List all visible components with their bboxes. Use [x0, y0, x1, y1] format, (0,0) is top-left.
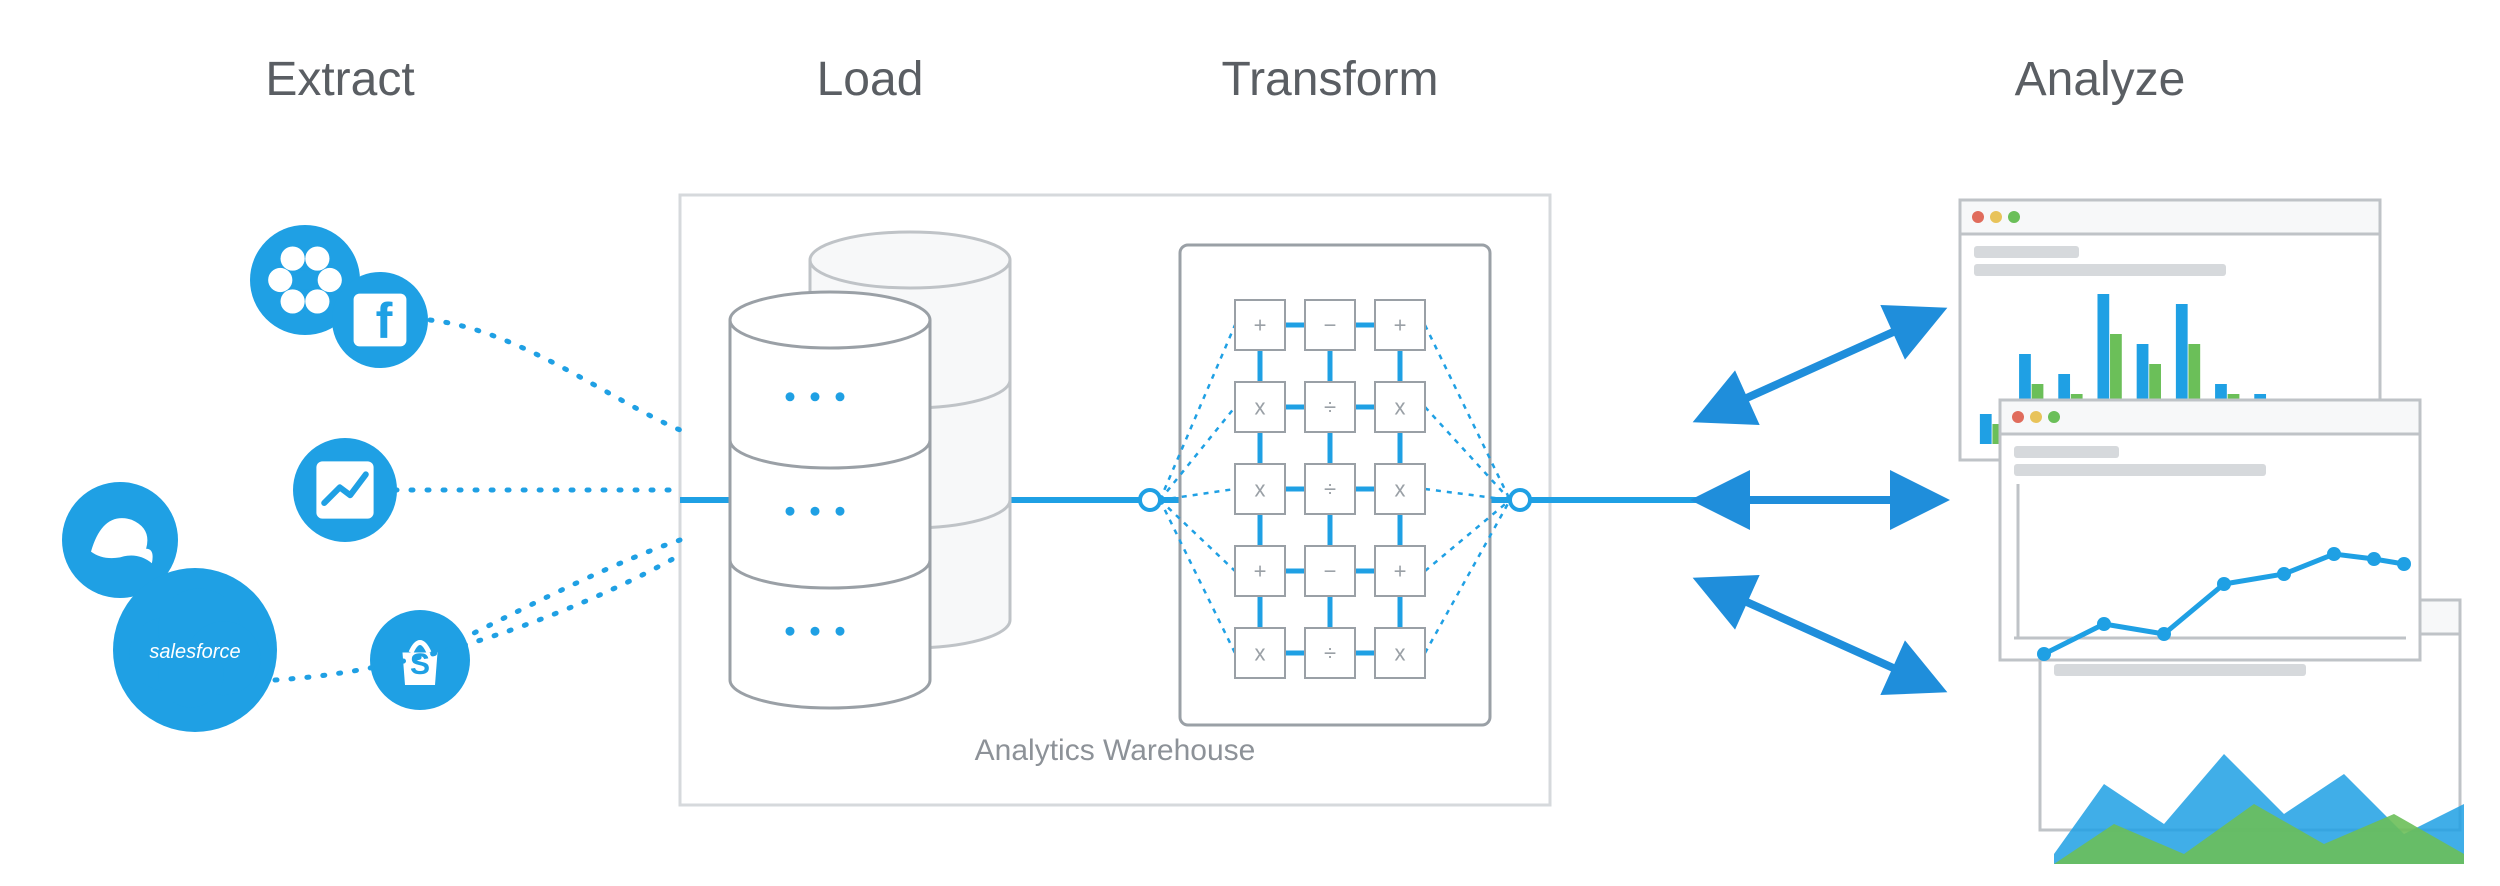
transform-grid: + − + x ÷ x x ÷ x + − + x ÷ x: [1140, 245, 1530, 725]
shopify-icon: S: [370, 610, 470, 710]
analytics-icon: [293, 438, 397, 542]
transform-label: Transform: [1222, 53, 1439, 106]
svg-text:+: +: [1394, 559, 1407, 584]
facebook-icon: f: [332, 272, 428, 368]
warehouse-label: Analytics Warehouse: [975, 734, 1256, 767]
svg-text:S: S: [410, 648, 430, 681]
analyze-arrow-0: [1720, 320, 1920, 410]
svg-text:x: x: [1395, 477, 1406, 502]
svg-text:÷: ÷: [1324, 641, 1336, 666]
source-connector-0: [430, 320, 680, 430]
svg-text:f: f: [376, 292, 393, 349]
line-chart-window: [2000, 400, 2420, 661]
database-icon: [730, 232, 1010, 708]
svg-text:x: x: [1395, 395, 1406, 420]
extract-label: Extract: [265, 53, 414, 106]
svg-text:+: +: [1254, 559, 1267, 584]
source-connector-2: [460, 540, 680, 640]
analyze-arrow-2: [1720, 590, 1920, 680]
svg-text:+: +: [1394, 313, 1407, 338]
svg-text:÷: ÷: [1324, 477, 1336, 502]
svg-text:x: x: [1255, 477, 1266, 502]
svg-text:salesforce: salesforce: [149, 641, 240, 663]
salesforce-icon: salesforce: [113, 568, 277, 732]
load-label: Load: [817, 53, 924, 106]
svg-text:x: x: [1255, 641, 1266, 666]
source-connector-3: [275, 555, 680, 680]
analyze-label: Analyze: [2015, 53, 2186, 106]
svg-text:x: x: [1255, 395, 1266, 420]
svg-text:÷: ÷: [1324, 395, 1336, 420]
svg-text:x: x: [1395, 641, 1406, 666]
svg-text:−: −: [1324, 313, 1337, 338]
svg-text:+: +: [1254, 313, 1267, 338]
svg-text:−: −: [1324, 559, 1337, 584]
